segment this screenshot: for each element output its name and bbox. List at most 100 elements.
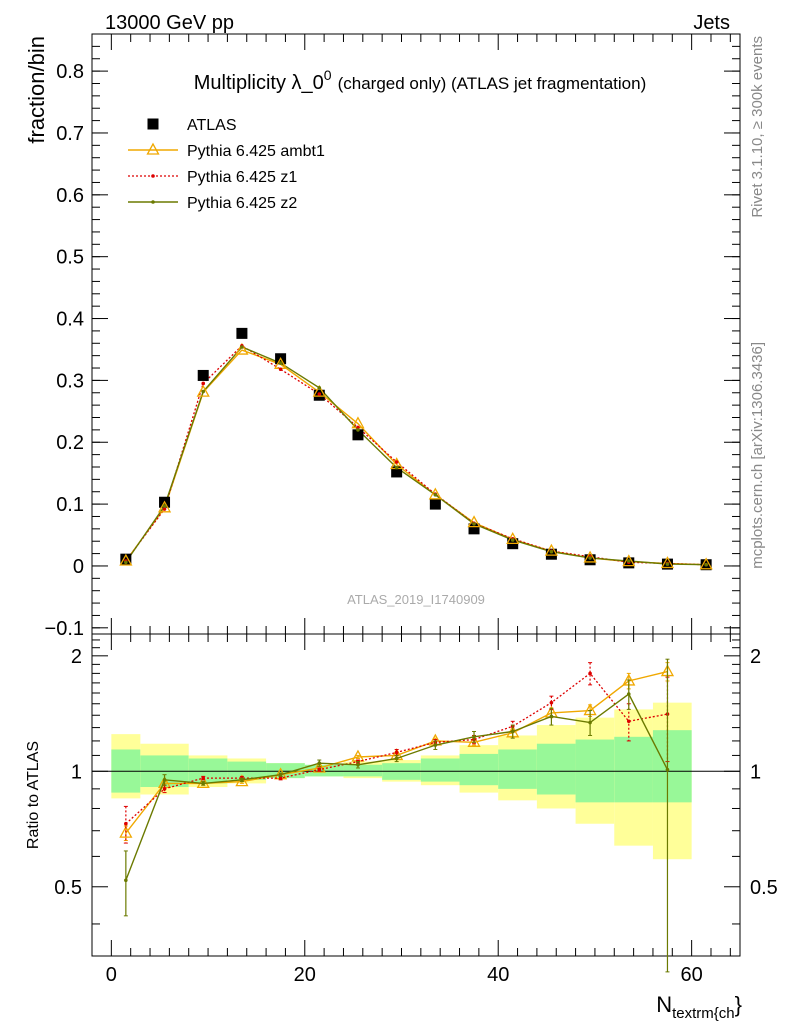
ratio-point-z2 xyxy=(124,878,128,883)
main-point-z1 xyxy=(278,367,283,372)
main-point-atlas xyxy=(391,466,403,478)
x-tick-label: 60 xyxy=(681,964,703,986)
ratio-band-inner-bin xyxy=(343,764,383,777)
main-y-tick-label: −0.1 xyxy=(45,618,84,640)
legend-label-z2: Pythia 6.425 z2 xyxy=(187,195,297,212)
main-point-ambt1 xyxy=(467,515,481,528)
ratio-y-tick-label: 1 xyxy=(71,761,82,783)
main-y-tick-label: 0.8 xyxy=(56,61,84,83)
ratio-point-z1 xyxy=(278,776,283,780)
rivet-version-label: Rivet 3.1.10, ≥ 300k events xyxy=(749,36,766,218)
main-y-tick-label: 0.5 xyxy=(56,247,84,269)
legend-marker-ambt1 xyxy=(146,142,160,155)
main-point-z1 xyxy=(394,460,399,464)
main-point-atlas xyxy=(197,369,209,381)
ratio-band-inner-bin xyxy=(498,749,537,789)
main-point-z2 xyxy=(356,428,360,432)
main-point-ambt1 xyxy=(544,543,559,556)
main-point-z2 xyxy=(201,389,206,394)
ratio-point-z2 xyxy=(665,767,670,772)
ratio-point-z1 xyxy=(162,787,167,791)
main-point-z2 xyxy=(124,560,128,565)
legend-label-ambt1: Pythia 6.425 ambt1 xyxy=(187,143,325,160)
legend-marker-atlas xyxy=(147,118,159,130)
main-point-z2 xyxy=(317,386,322,390)
main-point-ambt1 xyxy=(312,384,326,397)
ratio-y-tick-label-right: 0.5 xyxy=(750,877,778,899)
ratio-point-z2 xyxy=(510,729,515,734)
main-point-atlas xyxy=(584,554,596,566)
mcplots-credit-label: mcplots.cern.ch [arXiv:1306.3436] xyxy=(749,342,766,569)
ratio-point-z1 xyxy=(394,750,399,755)
main-y-axis-label: fraction/bin xyxy=(24,36,49,144)
main-point-atlas xyxy=(545,548,557,560)
ratio-point-z2 xyxy=(472,735,476,739)
analysis-id-watermark: ATLAS_2019_I1740909 xyxy=(347,592,485,607)
ratio-point-z2 xyxy=(201,781,206,786)
main-y-tick-label: 0 xyxy=(73,556,84,578)
main-point-z2 xyxy=(626,559,631,563)
main-series-line-z1 xyxy=(125,344,707,566)
main-point-ambt1 xyxy=(506,532,520,545)
main-point-ambt1 xyxy=(157,500,172,513)
main-point-atlas xyxy=(120,553,132,565)
main-point-ambt1 xyxy=(622,554,636,567)
main-point-z1 xyxy=(356,425,360,430)
axes: −0.100.10.20.30.40.50.60.70.80.5 0.51 12 20… xyxy=(45,34,778,986)
legend-marker-z2 xyxy=(151,200,155,204)
ratio-point-z2 xyxy=(626,692,631,696)
ratio-point-z1 xyxy=(626,719,631,724)
main-point-z2 xyxy=(278,361,283,365)
ratio-band-inner-bin xyxy=(614,736,653,803)
ratio-y-axis-label: Ratio to ATLAS xyxy=(25,741,42,849)
ratio-point-z1 xyxy=(317,767,322,772)
main-point-z2 xyxy=(162,504,167,508)
main-point-ambt1 xyxy=(660,556,675,569)
ratio-point-z2 xyxy=(162,778,167,782)
main-y-tick-label: 0.4 xyxy=(56,309,84,331)
ratio-band-inner-bin xyxy=(652,730,692,803)
main-point-z2 xyxy=(394,465,399,470)
main-point-atlas xyxy=(468,523,480,535)
main-point-z2 xyxy=(510,538,515,542)
ratio-point-z2 xyxy=(356,762,360,767)
data-series xyxy=(119,327,713,973)
main-point-ambt1 xyxy=(196,384,210,397)
ratio-y-tick-label-right: 1 xyxy=(750,761,761,783)
ratio-panel-frame xyxy=(91,633,741,957)
ratio-y-tick-label: 0.5 xyxy=(54,877,82,899)
main-point-ambt1 xyxy=(119,553,133,566)
main-series-line-z2 xyxy=(125,346,707,566)
x-tick-label: 40 xyxy=(487,964,509,986)
ratio-band-inner-bin xyxy=(420,758,460,782)
main-point-z2 xyxy=(433,493,438,497)
ratio-point-z1 xyxy=(201,776,206,780)
ratio-point-z2 xyxy=(317,761,322,765)
main-point-z2 xyxy=(665,562,670,566)
chart-title: Multiplicity λ_00 (charged only) (ATLAS j… xyxy=(194,67,647,94)
ratio-point-ambt1 xyxy=(467,734,481,747)
main-point-ambt1 xyxy=(235,342,249,355)
main-point-z2 xyxy=(549,549,554,554)
x-tick-label: 0 xyxy=(106,964,117,986)
main-point-z1 xyxy=(317,392,322,396)
main-series-line-ambt1 xyxy=(125,349,707,566)
main-y-tick-label: 0.3 xyxy=(56,370,84,392)
x-axis-label: Ntextrm{ch} xyxy=(656,992,742,1022)
main-point-z1 xyxy=(201,381,206,386)
main-y-tick-label: 0.7 xyxy=(56,123,84,145)
main-y-tick-label: 0.6 xyxy=(56,185,84,207)
main-point-ambt1 xyxy=(583,550,597,563)
ratio-point-z2 xyxy=(240,778,244,782)
header-category: Jets xyxy=(693,12,730,34)
ratio-point-ambt1 xyxy=(312,760,326,773)
main-point-z2 xyxy=(588,556,592,560)
legend: ATLAS Pythia 6.425 ambt1 Pythia 6.425 z1 Py… xyxy=(128,117,325,212)
main-point-z2 xyxy=(240,345,244,349)
legend-label-z1: Pythia 6.425 z1 xyxy=(187,169,297,186)
ratio-point-z2 xyxy=(433,743,438,747)
ratio-uncertainty-bands xyxy=(111,702,692,860)
ratio-point-ambt1 xyxy=(119,825,133,838)
header-energy: 13000 GeV pp xyxy=(105,12,234,34)
ratio-point-z2 xyxy=(278,772,283,777)
